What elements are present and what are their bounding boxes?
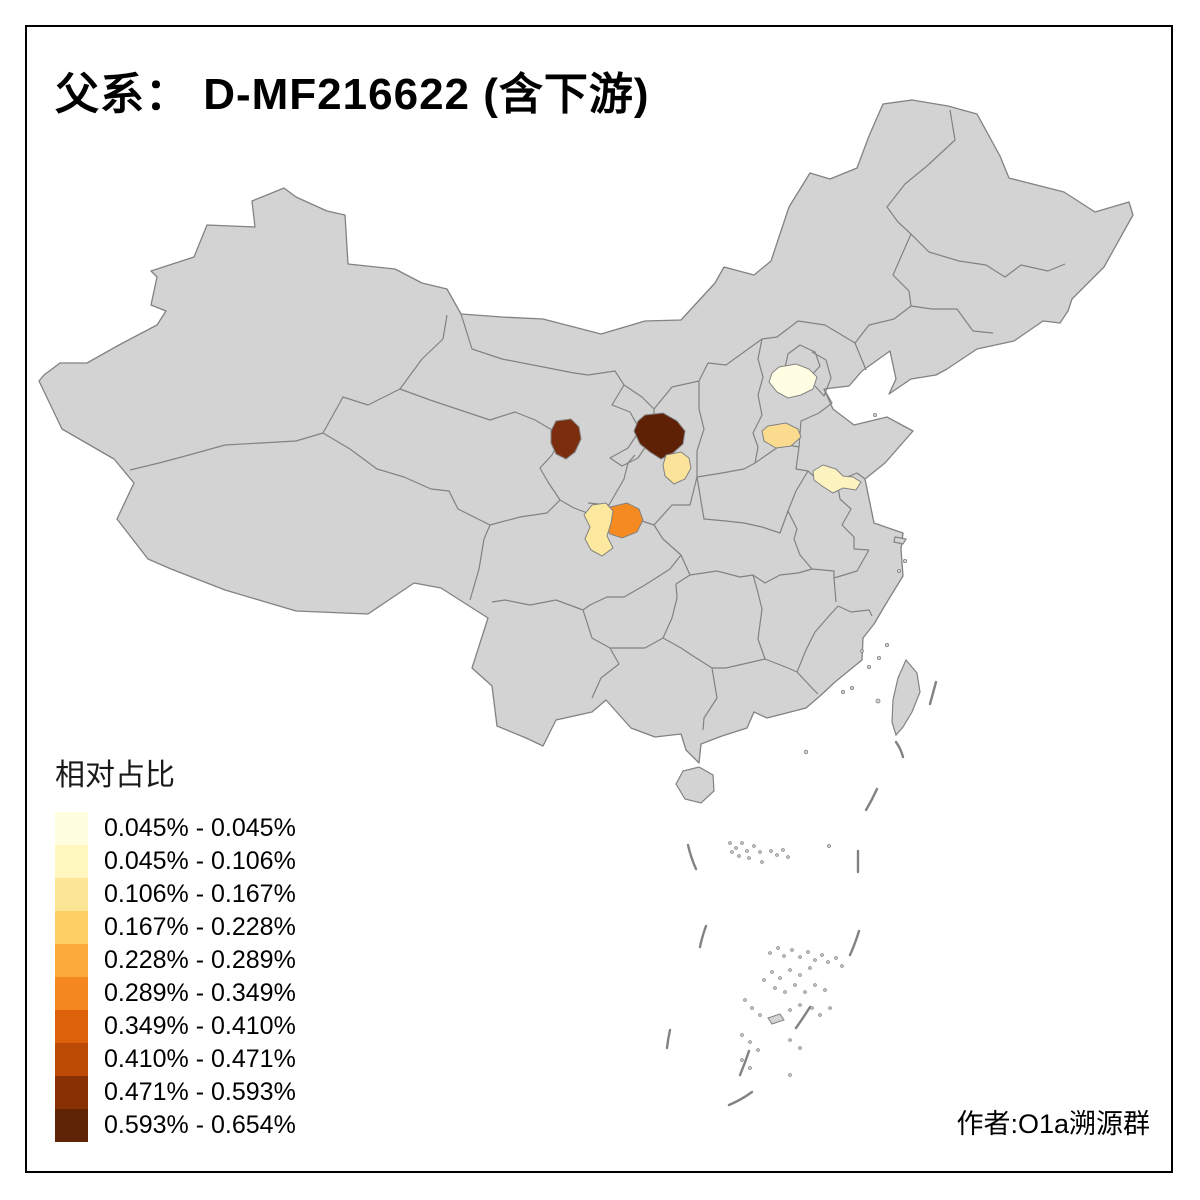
legend-items: 0.045% - 0.045% 0.045% - 0.106% 0.106% - 0…: [55, 812, 296, 1142]
legend: 相对占比 0.045% - 0.045% 0.045% - 0.106% 0.106…: [55, 750, 296, 1142]
legend-swatch: [55, 1109, 88, 1142]
page-title: 父系： D-MF216622 (含下游): [55, 70, 650, 119]
legend-swatch: [55, 812, 88, 845]
hainan-island: [675, 766, 715, 804]
legend-swatch: [55, 911, 88, 944]
attribution: 作者:O1a溯源群: [956, 1109, 1150, 1139]
legend-item: 0.228% - 0.289%: [55, 944, 296, 977]
legend-swatch: [55, 1043, 88, 1076]
highlighted-region: [550, 418, 582, 460]
spratly-islet: [767, 1013, 785, 1025]
legend-label: 0.045% - 0.045%: [104, 814, 296, 842]
legend-item: 0.349% - 0.410%: [55, 1010, 296, 1043]
highlighted-region: [662, 451, 692, 485]
legend-item: 0.289% - 0.349%: [55, 977, 296, 1010]
legend-swatch: [55, 1076, 88, 1109]
nine-dash-line: [665, 680, 938, 1107]
chongming-island: [893, 536, 907, 545]
legend-swatch: [55, 878, 88, 911]
legend-label: 0.471% - 0.593%: [104, 1078, 296, 1106]
highlighted-regions: [550, 363, 862, 557]
small-islands: [728, 412, 908, 1077]
plot-frame: [25, 25, 1173, 1173]
legend-label: 0.106% - 0.167%: [104, 880, 296, 908]
legend-item: 0.410% - 0.471%: [55, 1043, 296, 1076]
legend-label: 0.045% - 0.106%: [104, 847, 296, 875]
legend-label: 0.410% - 0.471%: [104, 1045, 296, 1073]
mainland-china: [38, 99, 1134, 764]
highlighted-region: [761, 422, 802, 449]
legend-swatch: [55, 845, 88, 878]
legend-item: 0.471% - 0.593%: [55, 1076, 296, 1109]
legend-item: 0.167% - 0.228%: [55, 911, 296, 944]
legend-item: 0.106% - 0.167%: [55, 878, 296, 911]
legend-item: 0.045% - 0.045%: [55, 812, 296, 845]
legend-swatch: [55, 1010, 88, 1043]
legend-item: 0.593% - 0.654%: [55, 1109, 296, 1142]
highlighted-region: [768, 363, 818, 399]
taiwan-island: [891, 658, 921, 737]
legend-swatch: [55, 944, 88, 977]
legend-label: 0.167% - 0.228%: [104, 913, 296, 941]
legend-title: 相对占比: [55, 759, 175, 792]
legend-swatch: [55, 977, 88, 1010]
legend-label: 0.228% - 0.289%: [104, 946, 296, 974]
legend-label: 0.593% - 0.654%: [104, 1111, 296, 1139]
highlighted-region: [583, 502, 614, 557]
highlighted-region: [812, 464, 862, 494]
legend-item: 0.045% - 0.106%: [55, 845, 296, 878]
islands: [675, 536, 921, 804]
legend-label: 0.349% - 0.410%: [104, 1012, 296, 1040]
legend-label: 0.289% - 0.349%: [104, 979, 296, 1007]
